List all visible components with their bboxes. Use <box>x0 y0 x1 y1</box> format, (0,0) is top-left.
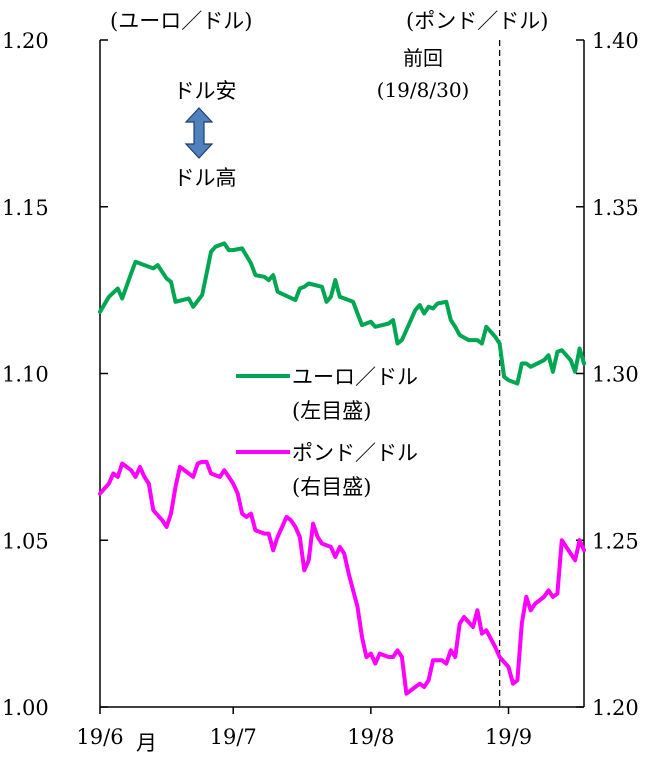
series-line-eurusd <box>98 241 586 386</box>
x-tick-label: 19/8 <box>347 725 394 749</box>
legend-sub-gbpusd: (右目盛) <box>292 475 371 499</box>
left-tick-label: 1.00 <box>2 696 49 720</box>
legend-label-eurusd: ユーロ／ドル <box>292 365 418 389</box>
dollar-weak-label: ドル安 <box>174 79 237 103</box>
right-tick-label: 1.35 <box>592 196 639 220</box>
series-line-gbpusd <box>98 459 586 696</box>
double-arrow-icon <box>184 107 214 159</box>
right-axis-unit-label: (ポンド／ドル) <box>406 9 548 33</box>
dollar-strong-label: ドル高 <box>174 166 237 190</box>
left-tick-label: 1.20 <box>2 29 49 53</box>
legend: ユーロ／ドル (左目盛) ポンド／ドル (右目盛) <box>236 365 418 499</box>
previous-date-label: 前回 <box>403 46 443 70</box>
left-axis-ticks: 1.00 1.05 1.10 1.15 1.20 <box>2 29 108 720</box>
right-tick-label: 1.40 <box>592 29 639 53</box>
x-axis-ticks: 19/6 19/7 19/8 19/9 月 <box>76 707 532 755</box>
left-tick-label: 1.05 <box>2 529 49 553</box>
right-tick-label: 1.25 <box>592 529 639 553</box>
left-tick-label: 1.10 <box>2 363 49 387</box>
legend-label-gbpusd: ポンド／ドル <box>292 441 418 465</box>
right-tick-label: 1.30 <box>592 363 639 387</box>
x-tick-label: 19/9 <box>485 725 532 749</box>
x-tick-label: 19/6 <box>76 725 123 749</box>
previous-date-value: (19/8/30) <box>377 78 470 102</box>
x-tick-label: 19/7 <box>210 725 257 749</box>
left-axis-unit-label: (ユーロ／ドル) <box>110 9 252 33</box>
legend-sub-eurusd: (左目盛) <box>292 399 371 423</box>
right-axis-ticks: 1.20 1.25 1.30 1.35 1.40 <box>576 29 639 720</box>
right-tick-label: 1.20 <box>592 696 639 720</box>
x-axis-month-suffix: 月 <box>136 731 157 755</box>
left-tick-label: 1.15 <box>2 196 49 220</box>
